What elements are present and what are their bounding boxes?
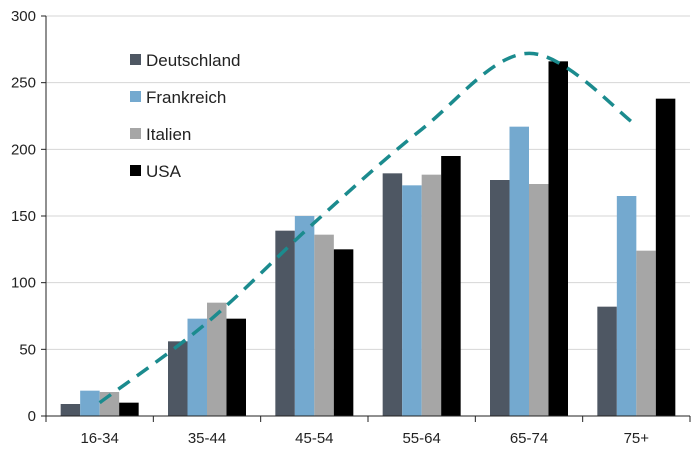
gridlines [46,15,690,350]
legend-label-italien: Italien [146,125,191,144]
bar-italien-35-44 [207,302,227,416]
trend-line [98,51,638,405]
x-tick-label: 75+ [624,430,650,447]
bar-deutschland-16-34 [60,404,81,416]
x-tick-label: 16-34 [80,430,118,447]
bar-frankreich-75+ [616,196,637,416]
y-tick-label: 100 [11,275,36,292]
y-tick-label: 150 [11,208,36,225]
bar-italien-45-54 [314,234,334,416]
bar-frankreich-55-64 [402,185,422,416]
bar-usa-55-64 [441,156,461,416]
y-tick-label: 300 [11,8,36,25]
bar-usa-75+ [655,98,676,417]
y-tick-label: 50 [19,341,36,358]
bar-deutschland-55-64 [382,173,403,416]
legend: Deutschland Frankreich Italien USA [130,51,241,181]
bar-usa-45-54 [333,249,354,416]
y-axis-ticks: 0 50 100 150 200 250 300 [11,8,46,425]
bars [60,61,676,417]
bar-deutschland-45-54 [275,230,295,416]
legend-swatch-frankreich [130,91,141,102]
trend-curve [98,51,638,405]
x-axis-ticks: 16-34 35-44 45-54 55-64 65-74 75+ [45,416,691,447]
bar-italien-65-74 [529,184,549,416]
bar-italien-55-64 [421,174,442,416]
bar-deutschland-65-74 [490,180,510,416]
x-tick-label: 45-54 [295,430,333,447]
bar-italien-75+ [636,250,656,416]
axes [45,16,690,422]
bar-frankreich-16-34 [80,390,100,416]
bar-frankreich-45-54 [294,216,315,416]
y-tick-label: 250 [11,75,36,92]
bar-deutschland-35-44 [168,341,188,416]
legend-swatch-deutschland [130,54,141,65]
y-tick-label: 200 [11,141,36,158]
bar-frankreich-35-44 [187,318,207,416]
bar-usa-16-34 [119,402,139,416]
x-tick-label: 65-74 [510,430,548,447]
legend-label-usa: USA [146,162,182,181]
bar-usa-65-74 [548,61,568,416]
x-tick-label: 35-44 [188,430,226,447]
bar-deutschland-75+ [597,306,617,416]
legend-label-frankreich: Frankreich [146,88,226,107]
legend-label-deutschland: Deutschland [146,51,241,70]
legend-swatch-usa [130,165,141,176]
x-tick-label: 55-64 [402,430,440,447]
bar-usa-35-44 [226,318,246,416]
legend-swatch-italien [130,128,141,139]
y-tick-label: 0 [28,408,36,425]
bar-frankreich-65-74 [509,126,529,417]
